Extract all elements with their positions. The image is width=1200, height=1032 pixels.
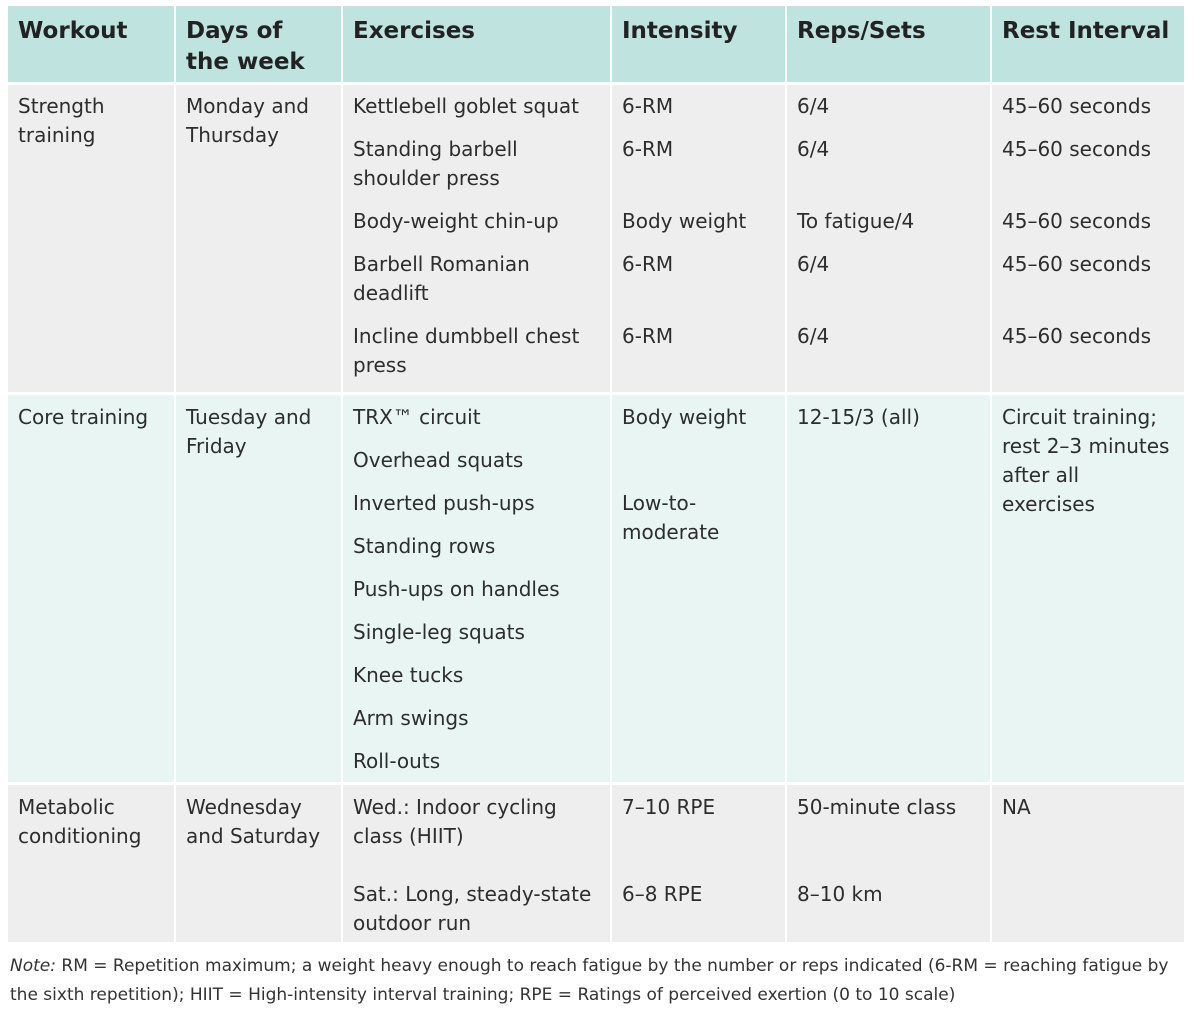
intensity-value: 6-RM: [622, 137, 674, 161]
intensity-value: 6–8 RPE: [622, 882, 703, 906]
reps-sets-value: 6/4: [797, 137, 830, 161]
intensity-value: Body weight: [622, 405, 747, 429]
exercise-item: Single-leg squats: [353, 620, 525, 644]
cell-reps-sets: 50-minute class 8–10 km: [786, 782, 992, 942]
header-rest-interval: Rest Interval: [991, 6, 1184, 84]
header-workout: Workout: [8, 6, 176, 84]
reps-sets-value: To fatigue/4: [797, 209, 915, 233]
reps-sets-value: 6/4: [797, 324, 830, 348]
cell-days: Tuesday and Friday: [175, 392, 343, 784]
exercise-item: Overhead squats: [353, 448, 524, 472]
cell-rest-interval: NA: [991, 782, 1184, 942]
reps-sets-value: 50-minute class: [797, 795, 957, 819]
cell-exercises: TRX™ circuit Overhead squats Inverted pu…: [342, 392, 612, 784]
rest-value: 45–60 seconds: [1002, 137, 1152, 161]
cell-rest-interval: Circuit training; rest 2–3 minutes after…: [991, 392, 1184, 784]
cell-workout: Core training: [8, 392, 176, 784]
exercise-item: Barbell Romanian deadlift: [353, 252, 530, 305]
cell-intensity: Body weight Low-to-moderate: [611, 392, 787, 784]
cell-intensity: 7–10 RPE 6–8 RPE: [611, 782, 787, 942]
exercise-item: Push-ups on handles: [353, 577, 560, 601]
workout-schedule-table: Workout Days of the week Exercises Inten…: [8, 6, 1184, 942]
intensity-value: 7–10 RPE: [622, 795, 716, 819]
intensity-value: 6-RM: [622, 94, 674, 118]
intensity-value: 6-RM: [622, 252, 674, 276]
cell-rest-interval: 45–60 seconds 45–60 seconds 45–60 second…: [991, 82, 1184, 394]
note-text: RM = Repetition maximum; a weight heavy …: [10, 956, 1169, 1005]
header-days: Days of the week: [175, 6, 343, 84]
exercise-item: Kettlebell goblet squat: [353, 94, 580, 118]
exercise-item: Body-weight chin-up: [353, 209, 559, 233]
reps-sets-value: 6/4: [797, 252, 830, 276]
rest-value: 45–60 seconds: [1002, 209, 1152, 233]
exercise-item: TRX™ circuit: [353, 405, 481, 429]
intensity-value: Body weight: [622, 209, 747, 233]
cell-days: Wednesday and Saturday: [175, 782, 343, 942]
exercise-item: Knee tucks: [353, 663, 464, 687]
rest-value: 45–60 seconds: [1002, 324, 1152, 348]
rest-value: 45–60 seconds: [1002, 94, 1152, 118]
note-label: Note:: [10, 956, 56, 976]
header-row: Workout Days of the week Exercises Inten…: [8, 6, 1184, 84]
cell-exercises: Kettlebell goblet squat Standing barbell…: [342, 82, 612, 394]
header-exercises: Exercises: [342, 6, 612, 84]
exercise-item: Roll-outs: [353, 749, 441, 773]
reps-sets-value: 8–10 km: [797, 882, 883, 906]
header-intensity: Intensity: [611, 6, 787, 84]
intensity-value: 6-RM: [622, 324, 674, 348]
cell-intensity: 6-RM 6-RM Body weight 6-RM 6-RM: [611, 82, 787, 394]
exercise-item: Arm swings: [353, 706, 469, 730]
table-row-core-training: Core training Tuesday and Friday TRX™ ci…: [8, 392, 1184, 784]
cell-workout: Strength training: [8, 82, 176, 394]
cell-reps-sets: 6/4 6/4 To fatigue/4 6/4 6/4: [786, 82, 992, 394]
reps-sets-value: 6/4: [797, 94, 830, 118]
cell-exercises: Wed.: Indoor cycling class (HIIT) Sat.: …: [342, 782, 612, 942]
exercise-item: Standing rows: [353, 534, 496, 558]
header-reps-sets: Reps/Sets: [786, 6, 992, 84]
exercise-item: Standing barbell shoulder press: [353, 137, 518, 190]
cell-workout: Metabolic conditioning: [8, 782, 176, 942]
table-footnote: Note: RM = Repetition maximum; a weight …: [10, 952, 1190, 1010]
exercise-item: Wed.: Indoor cycling class (HIIT): [353, 795, 557, 848]
table-row-metabolic-conditioning: Metabolic conditioning Wednesday and Sat…: [8, 782, 1184, 942]
intensity-value: Low-to-moderate: [622, 491, 720, 544]
cell-days: Monday and Thursday: [175, 82, 343, 394]
table-row-strength-training: Strength training Monday and Thursday Ke…: [8, 82, 1184, 394]
table-header: Workout Days of the week Exercises Inten…: [8, 6, 1184, 84]
exercise-item: Inverted push-ups: [353, 491, 535, 515]
rest-value: 45–60 seconds: [1002, 252, 1152, 276]
exercise-item: Incline dumbbell chest press: [353, 324, 580, 377]
exercise-item: Sat.: Long, steady-state outdoor run: [353, 882, 592, 935]
cell-reps-sets: 12-15/3 (all): [786, 392, 992, 784]
